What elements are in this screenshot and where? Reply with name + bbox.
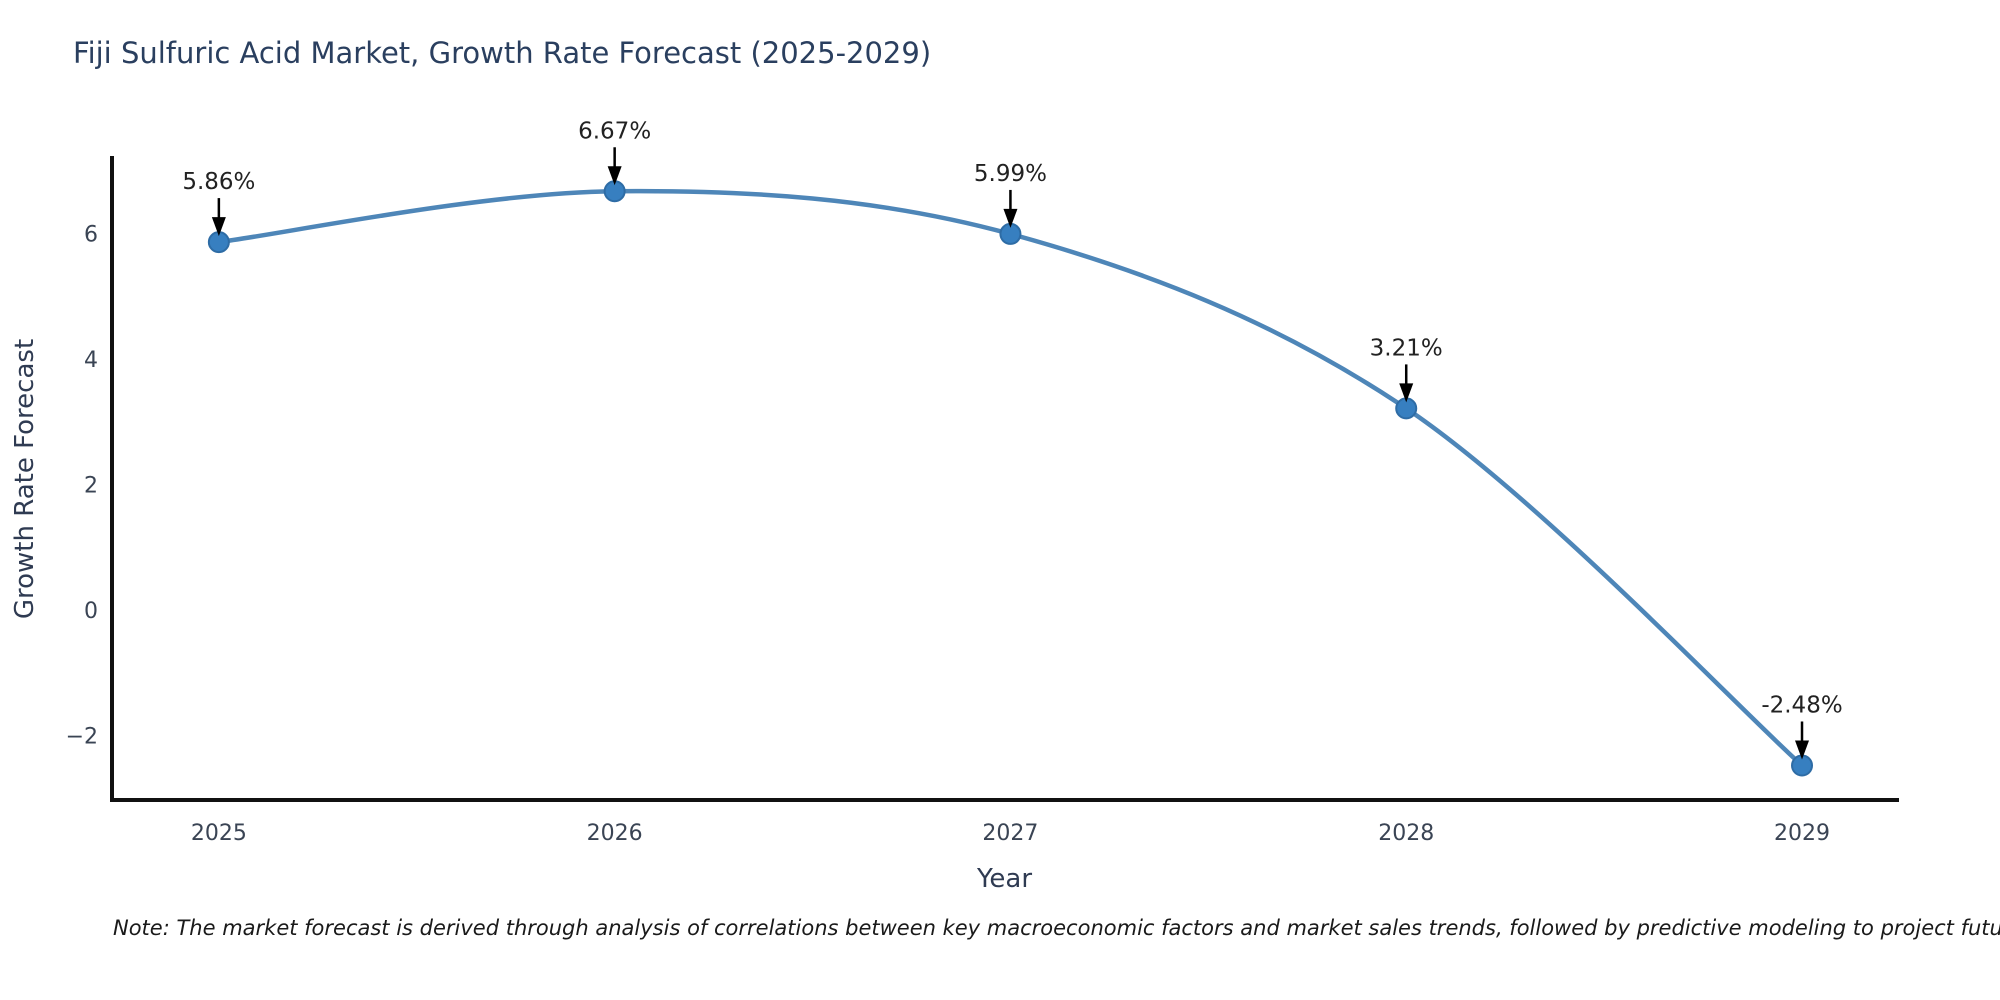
point-annotations: 5.86% 6.67% 5.99% 3.21% -2.48% — [182, 118, 1843, 760]
point-value-label: 6.67% — [578, 118, 651, 144]
footnote: Note: The market forecast is derived thr… — [113, 916, 2000, 940]
x-tick-label: 2029 — [1774, 821, 1830, 846]
x-tick-label: 2026 — [587, 821, 643, 846]
annotation-arrow-head — [1795, 740, 1810, 760]
x-tick-label: 2025 — [191, 821, 247, 846]
annotation-arrow-head — [211, 217, 226, 237]
y-axis-title: Growth Rate Forecast — [10, 339, 40, 619]
x-axis-title: Year — [976, 864, 1032, 894]
point-value-label: 5.86% — [182, 169, 255, 195]
y-tick-label: 2 — [84, 473, 98, 498]
y-axis-tick-labels: −2 0 2 4 6 — [66, 222, 98, 749]
annotation-arrow-head — [1399, 383, 1414, 403]
y-tick-label: 0 — [84, 599, 98, 624]
y-tick-label: 4 — [84, 348, 98, 373]
chart-title: Fiji Sulfuric Acid Market, Growth Rate F… — [73, 36, 932, 70]
annotation-arrow-head — [1003, 208, 1018, 228]
x-axis-tick-labels: 2025 2026 2027 2028 2029 — [191, 821, 1830, 846]
x-tick-label: 2028 — [1378, 821, 1434, 846]
series-line — [216, 188, 1805, 768]
data-points — [207, 180, 1814, 777]
axis-spines — [110, 156, 1899, 802]
y-tick-label: 6 — [84, 222, 98, 247]
point-value-label: -2.48% — [1761, 692, 1842, 718]
point-value-label: 5.99% — [974, 161, 1047, 187]
point-value-label: 3.21% — [1370, 335, 1443, 361]
annotation-arrow-head — [607, 166, 622, 186]
y-tick-label: −2 — [66, 724, 98, 749]
x-tick-label: 2027 — [982, 821, 1038, 846]
